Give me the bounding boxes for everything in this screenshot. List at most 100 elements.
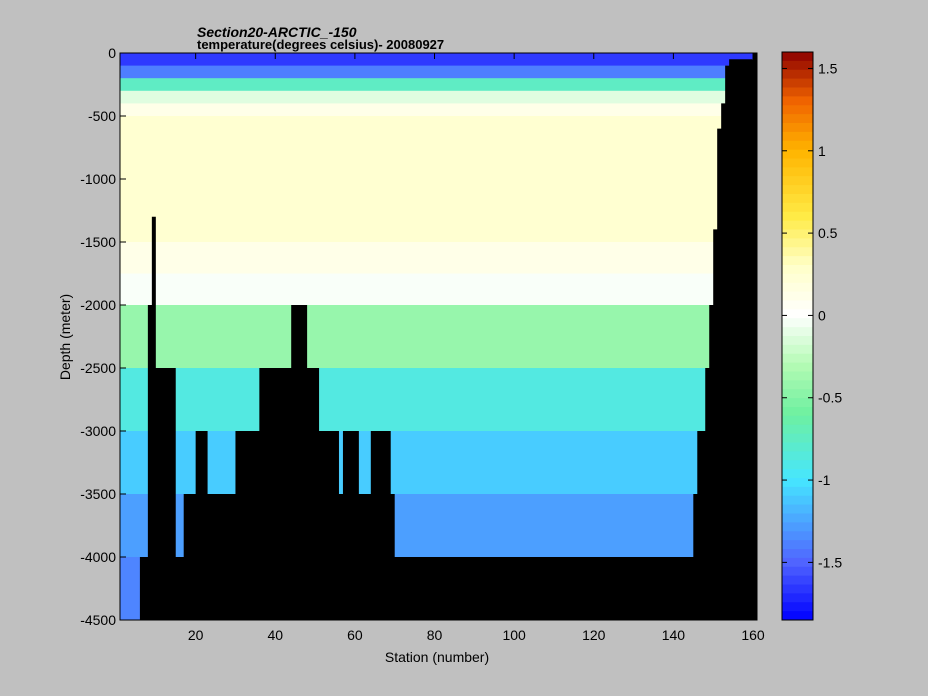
colorbar-swatch: [782, 273, 813, 284]
colorbar-swatch: [782, 158, 813, 168]
y-tick-label: -1000: [80, 171, 116, 187]
chart-title: Section20-ARCTIC_-150: [197, 24, 357, 40]
colorbar-tick-label: -1.5: [818, 554, 842, 570]
y-tick-label: -1500: [80, 234, 116, 250]
y-tick-label: -3500: [80, 486, 116, 502]
colorbar-swatch: [782, 540, 813, 550]
colorbar-swatch: [782, 87, 813, 97]
colorbar-tick-label: -1: [818, 472, 831, 488]
x-axis-ticks: 20 40 60 80 100 120 140 160: [188, 53, 765, 643]
colorbar-swatch: [782, 486, 813, 497]
y-tick-label: -500: [88, 108, 116, 124]
colorbar-swatch: [782, 460, 813, 470]
colorbar-swatch: [782, 78, 813, 88]
colorbar-swatch: [782, 478, 813, 488]
colorbar-tick-label: -0.5: [818, 390, 842, 406]
x-tick-label: 140: [662, 627, 686, 643]
colorbar-swatch: [782, 451, 813, 461]
colorbar-swatch: [782, 531, 813, 541]
colorbar-swatch: [782, 593, 813, 603]
colorbar-ticks: 1.5 1 0.5 0 -0.5 -1 -1.5: [782, 60, 842, 570]
colorbar-swatch: [782, 522, 813, 532]
colorbar-swatch: [782, 442, 813, 452]
colorbar-swatch: [782, 469, 813, 479]
chart-subtitle: temperature(degrees celsius)- 20080927: [197, 37, 444, 52]
y-tick-label: -4500: [80, 612, 116, 628]
plot-frame: [119, 52, 758, 621]
colorbar-swatch: [782, 513, 813, 523]
colorbar-tick-label: 0.5: [818, 225, 838, 241]
y-tick-label: -4000: [80, 549, 116, 565]
colorbar-tick-label: 0: [818, 307, 826, 323]
colorbar-swatch: [782, 575, 813, 585]
colorbar-swatch: [782, 202, 813, 213]
colorbar-swatch: [782, 238, 813, 248]
colorbar-swatch: [782, 282, 813, 293]
colorbar-swatch: [782, 380, 813, 390]
colorbar-swatch: [782, 566, 813, 577]
colorbar-swatch: [782, 256, 813, 266]
colorbar-swatch: [782, 495, 813, 506]
plot-area: 20 40 60 80 100 120 140 160 0 -500 -1000 -1500 -200…: [80, 45, 765, 643]
colorbar-swatch: [782, 398, 813, 408]
heatmap-band: [120, 103, 757, 117]
heatmap-band: [120, 116, 757, 180]
colorbar-swatch: [782, 389, 813, 399]
y-tick-label: 0: [108, 45, 116, 61]
heatmap-band: [120, 78, 757, 92]
colorbar-frame: [781, 51, 814, 621]
colorbar-gradient: [782, 52, 813, 621]
colorbar-swatch: [782, 362, 813, 372]
y-axis-ticks: 0 -500 -1000 -1500 -2000 -2500 -3000 -3500 -4000…: [80, 45, 757, 628]
colorbar-swatch: [782, 611, 813, 621]
x-tick-label: 60: [347, 627, 363, 643]
colorbar-swatch: [782, 336, 813, 346]
colorbar-swatch: [782, 149, 813, 159]
heatmap-band: [120, 368, 757, 432]
colorbar-swatch: [782, 220, 813, 230]
colorbar-swatch: [782, 433, 813, 443]
colorbar-swatch: [782, 96, 813, 106]
heatmap-band: [120, 65, 757, 79]
colorbar-swatch: [782, 211, 813, 222]
colorbar-swatch: [782, 353, 813, 364]
heatmap-band: [120, 179, 757, 243]
heatmap-band: [120, 242, 757, 274]
colorbar-swatch: [782, 300, 813, 310]
colorbar-tick-label: 1.5: [818, 60, 838, 76]
colorbar-swatch: [782, 229, 813, 239]
y-tick-label: -2000: [80, 297, 116, 313]
colorbar-swatch: [782, 344, 813, 355]
heatmap-band: [120, 431, 757, 495]
colorbar-swatch: [782, 371, 813, 381]
colorbar-swatch: [782, 407, 813, 417]
heatmap-band: [120, 90, 757, 104]
y-tick-label: -3000: [80, 423, 116, 439]
colorbar-swatch: [782, 167, 813, 177]
colorbar-swatch: [782, 309, 813, 319]
x-tick-label: 80: [427, 627, 443, 643]
colorbar-swatch: [782, 185, 813, 195]
colorbar-swatch: [782, 602, 813, 612]
colorbar-swatch: [782, 105, 813, 115]
x-tick-label: 160: [741, 627, 765, 643]
colorbar-swatch: [782, 549, 813, 559]
y-axis-label: Depth (meter): [57, 294, 73, 380]
colorbar-swatch: [782, 176, 813, 186]
colorbar-swatch: [782, 60, 813, 71]
x-tick-label: 40: [267, 627, 283, 643]
colorbar-swatch: [782, 114, 813, 124]
heatmap-band: [120, 273, 757, 306]
x-axis-label: Station (number): [385, 649, 489, 665]
colorbar-swatch: [782, 69, 813, 80]
colorbar-swatch: [782, 424, 813, 435]
colorbar-swatch: [782, 291, 813, 301]
colorbar-swatch: [782, 327, 813, 337]
x-tick-label: 20: [188, 627, 204, 643]
colorbar-swatch: [782, 52, 813, 62]
colorbar-swatch: [782, 140, 813, 151]
colorbar-swatch: [782, 318, 813, 328]
heatmap-band: [120, 305, 757, 369]
colorbar-tick-label: 1: [818, 143, 826, 159]
